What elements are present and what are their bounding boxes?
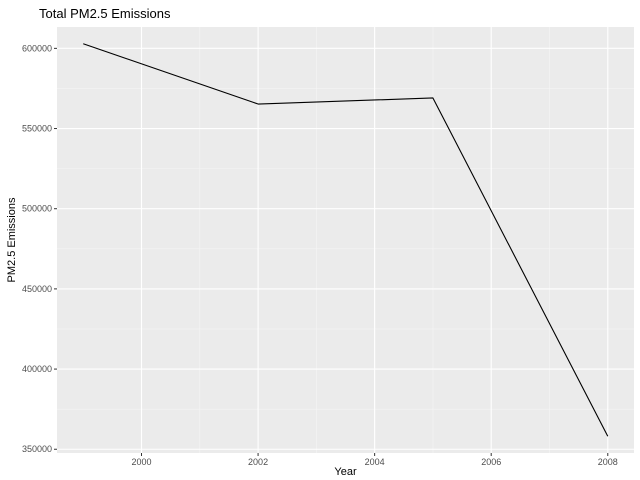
x-axis: 2000 2002 2004 2006 2008 (131, 453, 618, 467)
y-tick-label: 450000 (22, 284, 52, 294)
x-tick-label: 2000 (131, 457, 151, 467)
y-tick-label: 350000 (22, 444, 52, 454)
y-tick-label: 400000 (22, 364, 52, 374)
y-tick-label: 500000 (22, 204, 52, 214)
y-axis-title: PM2.5 Emissions (6, 197, 18, 282)
plot-panel (57, 27, 634, 453)
y-tick-label: 550000 (22, 124, 52, 134)
x-tick-label: 2008 (598, 457, 618, 467)
y-axis: 350000 400000 450000 500000 550000 600000 (22, 43, 57, 454)
series-line-total-pm25 (83, 43, 609, 437)
chart-title: Total PM2.5 Emissions (39, 6, 171, 21)
x-tick-label: 2002 (248, 457, 268, 467)
x-axis-title: Year (334, 466, 357, 478)
y-tick-label: 600000 (22, 43, 52, 53)
x-tick-label: 2004 (365, 457, 385, 467)
x-tick-label: 2006 (481, 457, 501, 467)
major-gridlines (57, 27, 634, 453)
series-layer (83, 43, 609, 437)
